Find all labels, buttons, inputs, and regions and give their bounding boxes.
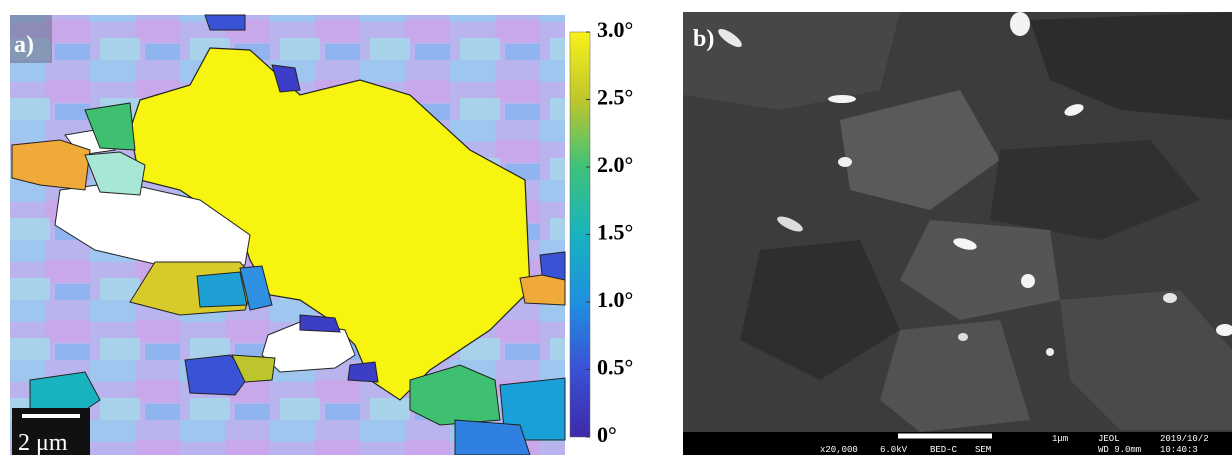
info-text: SEM bbox=[975, 445, 991, 455]
particle bbox=[838, 157, 852, 167]
colorbar-tick-label: 1.0° bbox=[597, 287, 633, 312]
particle bbox=[828, 95, 856, 103]
colorbar-ticks: 3.0° 2.5° 2.0° 1.5° 1.0° 0.5° 0° bbox=[586, 17, 633, 447]
figure: a) 2 μm 3.0° 2.5° 2.0° 1.5° 1.0° 0.5° 0° b) x2… bbox=[0, 0, 1232, 455]
info-text: BED-C bbox=[930, 445, 958, 455]
info-text: 6.0kV bbox=[880, 445, 908, 455]
info-text: 2019/10/2 bbox=[1160, 434, 1209, 444]
scale-bar-label: 2 μm bbox=[18, 430, 68, 455]
sem-image: b) x20,000 6.0kV BED-C SEM 1μm JEOL 2019/10/2 W… bbox=[683, 12, 1232, 455]
grain bbox=[300, 315, 340, 332]
info-text: x20,000 bbox=[820, 445, 858, 455]
panel-label: a) bbox=[14, 32, 34, 58]
grain bbox=[348, 362, 378, 382]
info-text: 10:40:3 bbox=[1160, 445, 1198, 455]
info-text: JEOL bbox=[1098, 434, 1120, 444]
info-text: WD 9.0mm bbox=[1098, 445, 1141, 455]
particle bbox=[1163, 293, 1177, 303]
colorbar-tick-label: 2.5° bbox=[597, 85, 633, 110]
grain bbox=[205, 15, 245, 30]
colorbar-tick-label: 2.0° bbox=[597, 152, 633, 177]
ebsd-map: a) 2 μm bbox=[10, 15, 565, 455]
particle bbox=[1021, 274, 1035, 288]
colorbar-tick-label: 1.5° bbox=[597, 220, 633, 245]
info-text: 1μm bbox=[1052, 434, 1068, 444]
colorbar-tick-label: 0.5° bbox=[597, 355, 633, 380]
colorbar-tick-label: 0° bbox=[597, 422, 617, 447]
particle bbox=[1046, 348, 1054, 356]
particle bbox=[1010, 12, 1030, 36]
colorbar-tick-label: 3.0° bbox=[597, 17, 633, 42]
particle bbox=[958, 333, 968, 341]
panel-label: b) bbox=[693, 26, 714, 52]
grain bbox=[540, 252, 565, 280]
grain bbox=[197, 272, 247, 307]
grain bbox=[455, 420, 530, 455]
